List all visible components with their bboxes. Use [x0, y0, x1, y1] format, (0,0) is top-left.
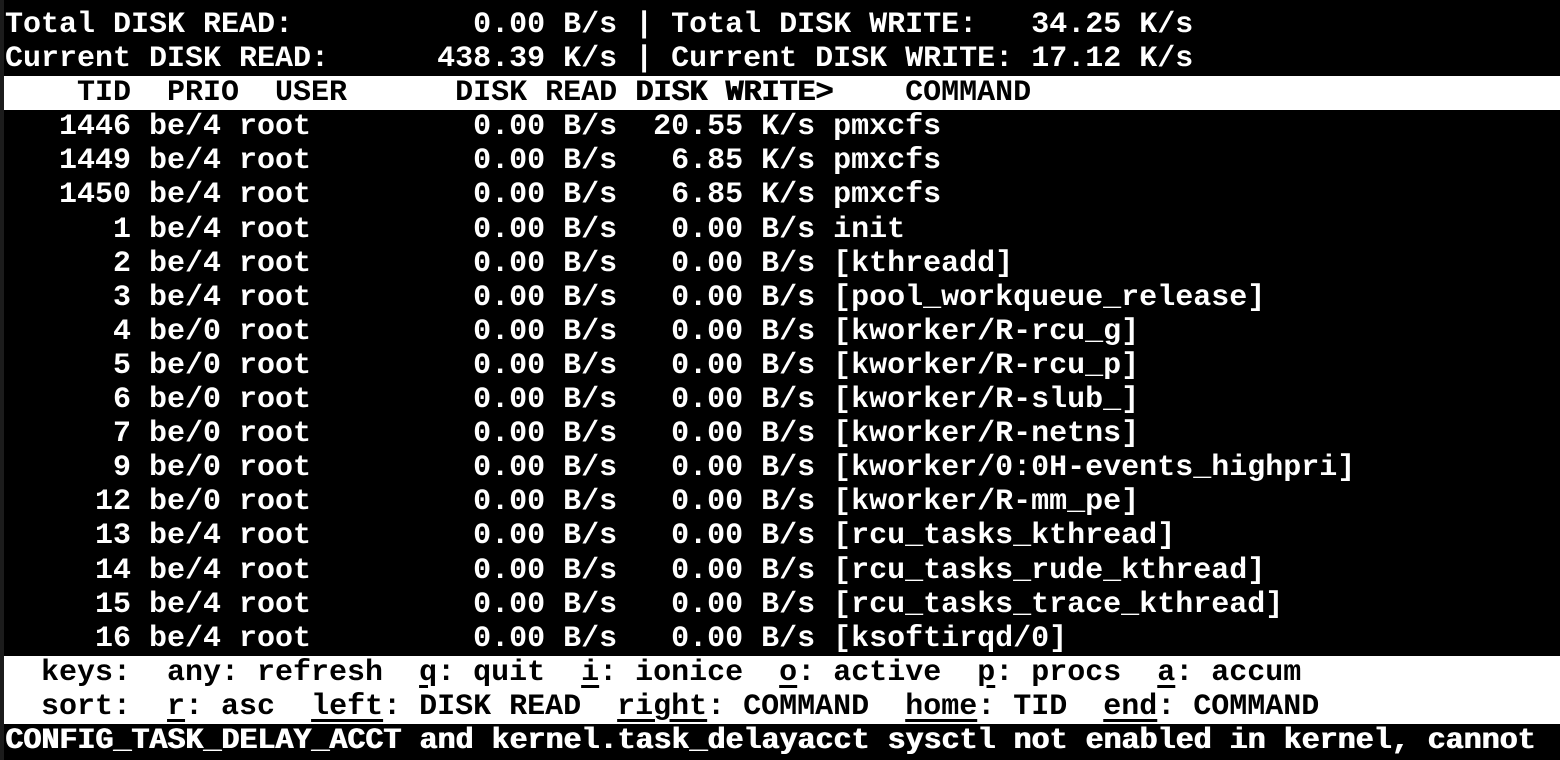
- help-text: : accum: [1175, 655, 1302, 690]
- process-row-1: 1 be/4 root 0.00 B/s 0.00 B/s init: [5, 212, 906, 247]
- column-headers-left: TID PRIO USER DISK READ: [5, 76, 636, 111]
- total-disk-read-value: 0.00 B/s: [293, 8, 618, 42]
- current-disk-write-label: Current DISK WRITE:: [671, 42, 1014, 77]
- process-row-5: 5 be/0 root 0.00 B/s 0.00 B/s [kworker/R…: [5, 348, 1140, 383]
- status-line: CONFIG_TASK_DELAY_ACCT and kernel.task_d…: [5, 723, 1536, 758]
- help-text: : DISK READ: [383, 689, 618, 724]
- process-row-6: 6 be/0 root 0.00 B/s 0.00 B/s [kworker/R…: [5, 383, 1140, 418]
- help-keys-line: keys: any: refresh q: quit i: ionice o: …: [0, 655, 1560, 690]
- total-disk-write-value: 34.25 K/s: [977, 8, 1194, 42]
- help-text: : COMMAND: [1157, 689, 1320, 724]
- help-text: : active: [797, 655, 978, 690]
- help-sort-line: sort: r: asc left: DISK READ right: COMM…: [0, 689, 1560, 724]
- current-disk-read-label: Current DISK READ:: [5, 42, 330, 77]
- process-row-3: 3 be/4 root 0.00 B/s 0.00 B/s [pool_work…: [5, 280, 1266, 315]
- summary-separator: |: [617, 42, 672, 77]
- key-hint-end-key: end: [1103, 689, 1158, 724]
- help-text: : asc: [185, 689, 312, 724]
- key-hint-asc-key: r: [167, 689, 186, 724]
- process-row-7: 7 be/0 root 0.00 B/s 0.00 B/s [kworker/R…: [5, 417, 1140, 452]
- current-disk-write-value: 17.12 K/s: [1013, 42, 1194, 77]
- summary-line-current: Current DISK READ: 438.39 K/s | Current …: [5, 42, 1560, 76]
- help-text: keys: any: refresh: [5, 655, 420, 690]
- process-row-2: 2 be/4 root 0.00 B/s 0.00 B/s [kthreadd]: [5, 246, 1014, 281]
- process-row-1449: 1449 be/4 root 0.00 B/s 6.85 K/s pmxcfs: [5, 144, 942, 179]
- total-disk-write-label: Total DISK WRITE:: [671, 8, 978, 42]
- help-text: sort:: [5, 689, 168, 724]
- process-row-12: 12 be/0 root 0.00 B/s 0.00 B/s [kworker/…: [5, 485, 1140, 520]
- table-header-bar: TID PRIO USER DISK READ DISK WRITE> COMM…: [0, 76, 1560, 111]
- process-row-15: 15 be/4 root 0.00 B/s 0.00 B/s [rcu_task…: [5, 587, 1284, 622]
- total-disk-read-label: Total DISK READ:: [5, 8, 294, 42]
- summary-separator: |: [617, 8, 672, 42]
- help-text: : quit: [437, 655, 582, 690]
- process-row-14: 14 be/4 root 0.00 B/s 0.00 B/s [rcu_task…: [5, 553, 1266, 588]
- key-hint-accum-key: a: [1157, 655, 1176, 690]
- process-table-rows: 1446 be/4 root 0.00 B/s 20.55 K/s pmxcfs…: [5, 110, 1560, 656]
- help-text: : ionice: [599, 655, 780, 690]
- key-hint-right-key: right: [617, 689, 708, 724]
- column-header-command: COMMAND: [833, 76, 1032, 111]
- key-hint-active-key: o: [779, 655, 798, 690]
- process-row-13: 13 be/4 root 0.00 B/s 0.00 B/s [rcu_task…: [5, 519, 1176, 554]
- summary-line-total: Total DISK READ: 0.00 B/s | Total DISK W…: [5, 8, 1560, 42]
- help-text: : TID: [977, 689, 1104, 724]
- help-text: : COMMAND: [707, 689, 906, 724]
- process-row-1450: 1450 be/4 root 0.00 B/s 6.85 K/s pmxcfs: [5, 178, 942, 213]
- key-hint-home-key: home: [905, 689, 978, 724]
- current-disk-read-value: 438.39 K/s: [329, 42, 618, 77]
- process-row-4: 4 be/0 root 0.00 B/s 0.00 B/s [kworker/R…: [5, 314, 1140, 349]
- key-hint-procs-key: p: [977, 655, 996, 690]
- terminal-left-edge: [0, 0, 4, 760]
- key-hint-quit-key: q: [419, 655, 438, 690]
- key-hint-ionice-key: i: [581, 655, 600, 690]
- sort-column-header-disk-write: DISK WRITE>: [635, 76, 834, 111]
- process-row-16: 16 be/4 root 0.00 B/s 0.00 B/s [ksoftirq…: [5, 621, 1068, 656]
- process-row-1446: 1446 be/4 root 0.00 B/s 20.55 K/s pmxcfs: [5, 110, 942, 145]
- process-row-9: 9 be/0 root 0.00 B/s 0.00 B/s [kworker/0…: [5, 451, 1356, 486]
- help-text: : procs: [995, 655, 1158, 690]
- key-hint-left-key: left: [311, 689, 384, 724]
